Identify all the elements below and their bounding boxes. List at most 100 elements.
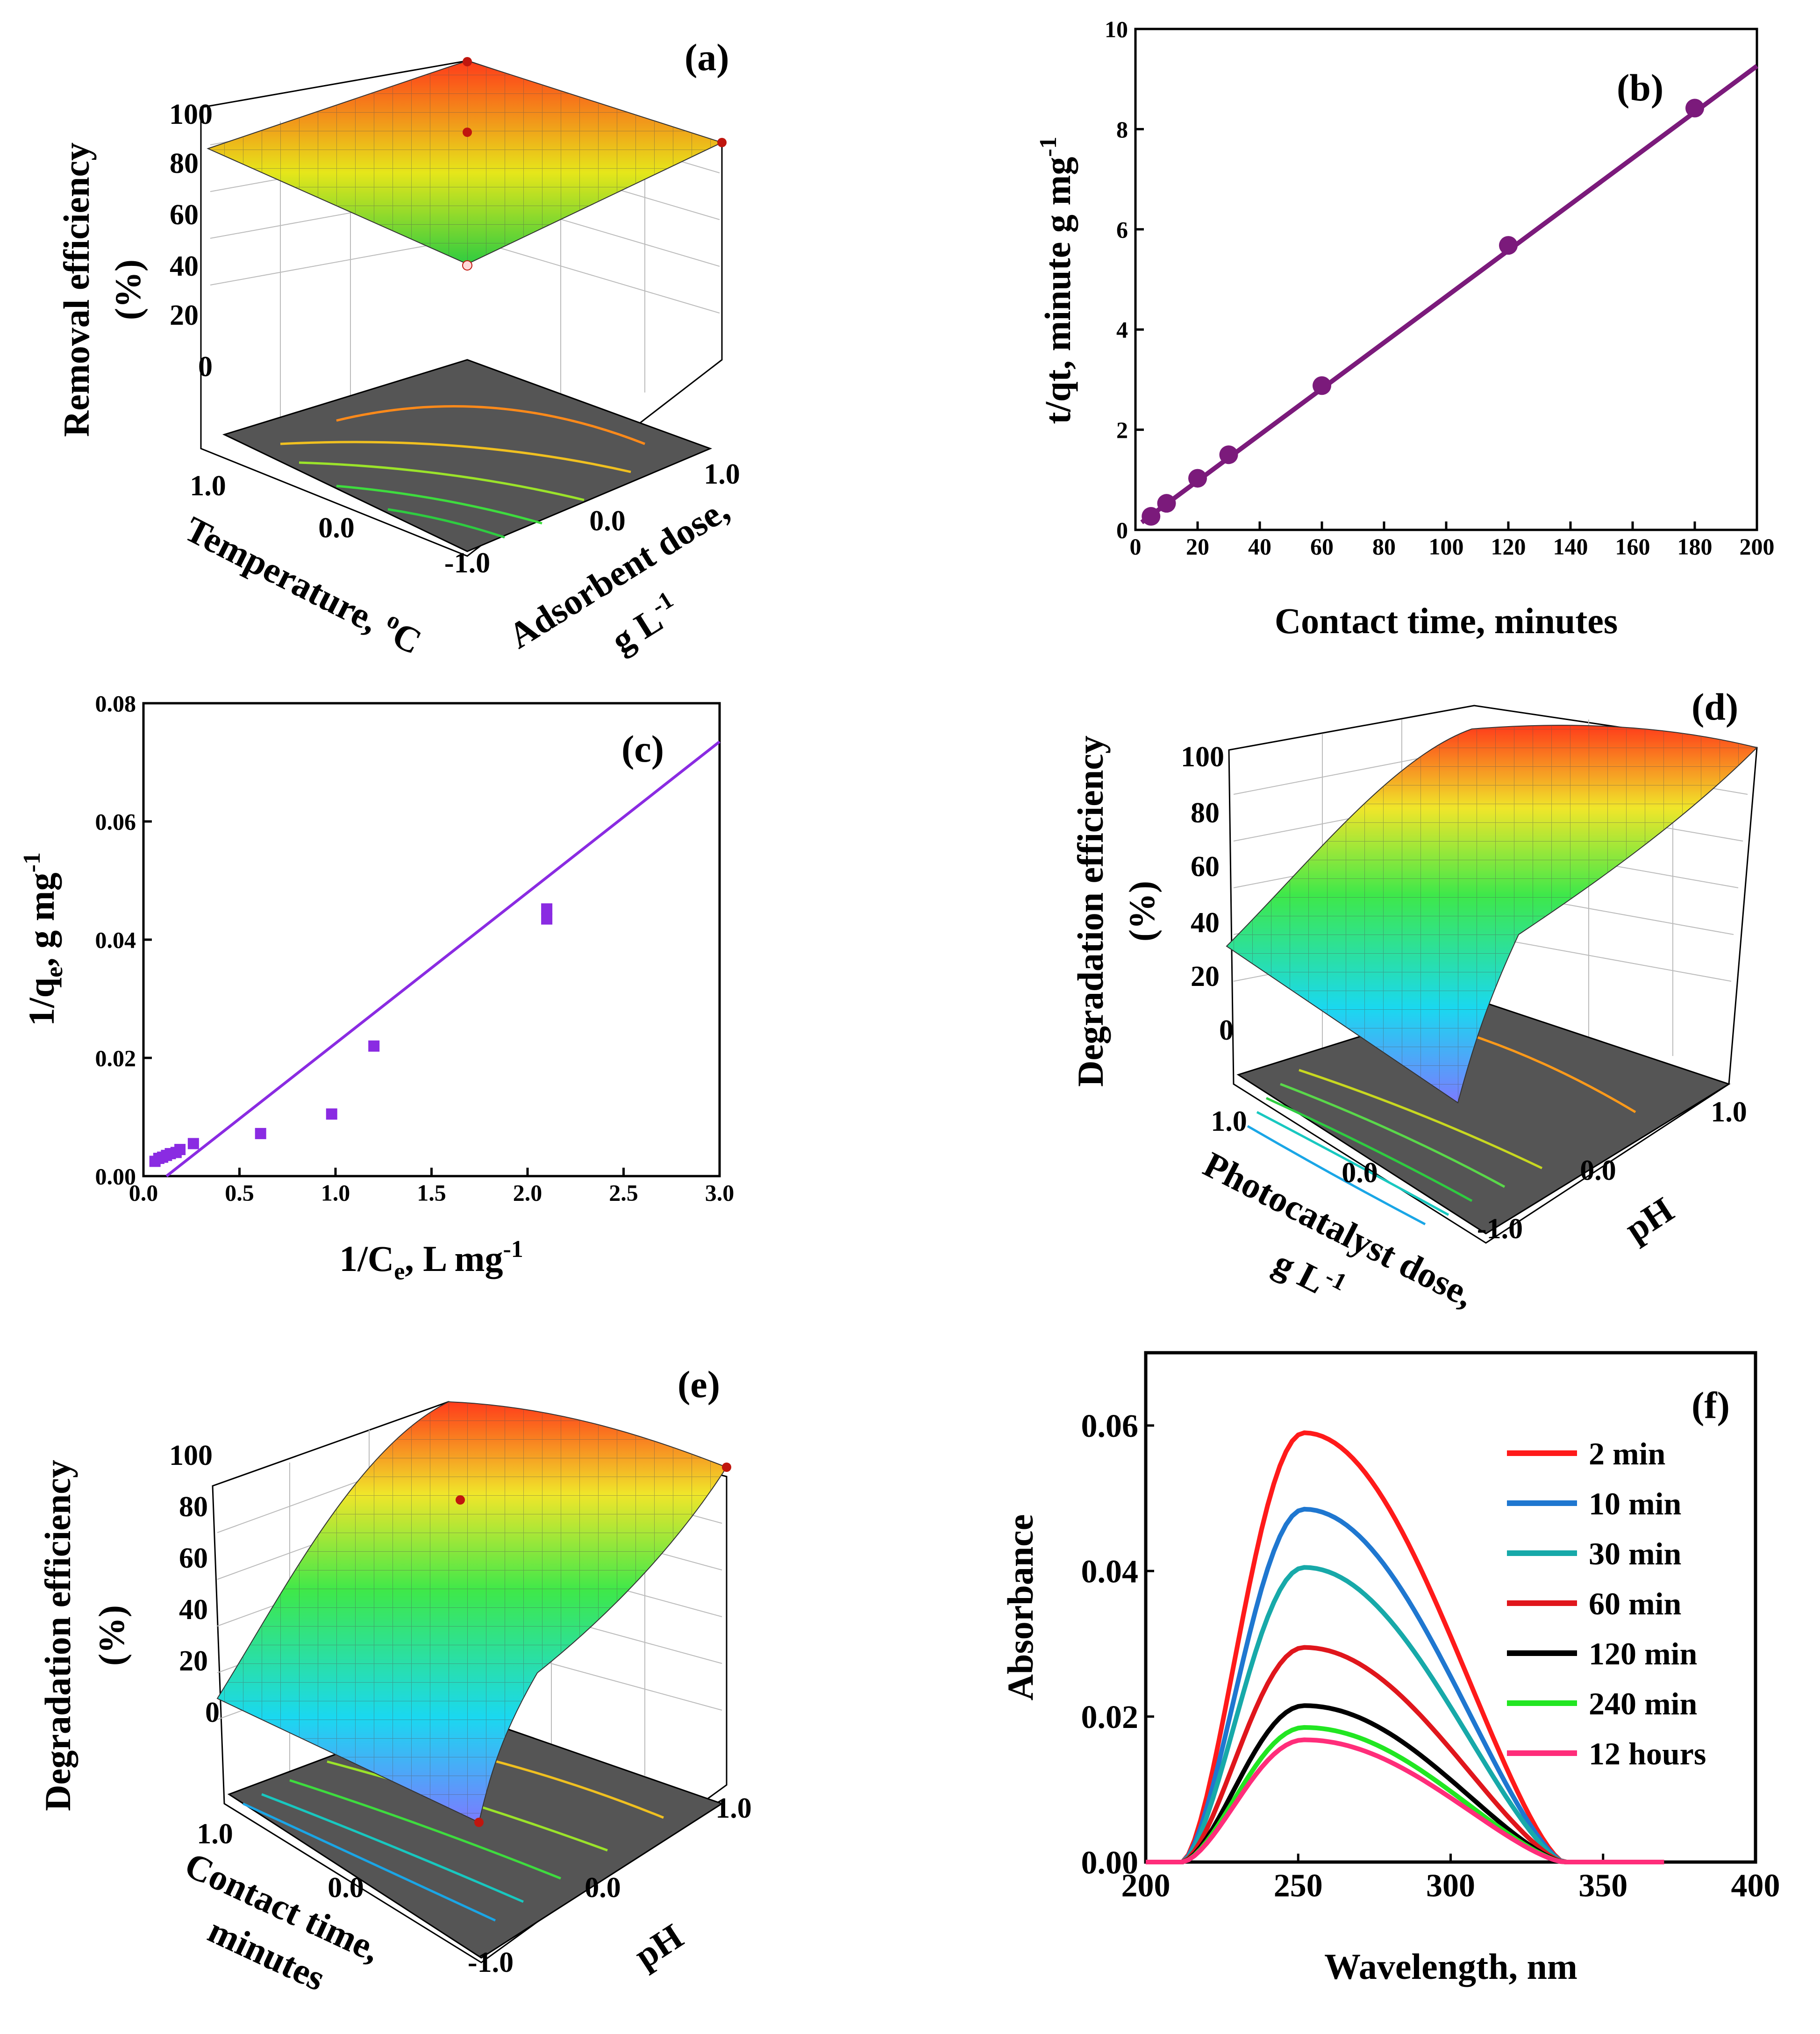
- data-point: [463, 128, 472, 137]
- legend-label: 2 min: [1589, 1436, 1665, 1471]
- panel-label: (d): [1692, 685, 1738, 728]
- z-axis-label: Degradation efficiency: [37, 1460, 78, 1811]
- panel-e: 100 80 60 40 20 0 Degradation efficiency…: [37, 1363, 752, 1998]
- z-axis-label-unit: (%): [107, 259, 148, 320]
- panel-a: 100 80 60 40 20 0 Removal efficiency (%)…: [56, 36, 740, 662]
- y-axis-label: pH: [1618, 1189, 1681, 1250]
- data-point: [368, 1040, 380, 1052]
- x-tick-label: 20: [1186, 534, 1209, 560]
- data-point: [462, 260, 472, 271]
- c-points: [149, 903, 553, 1167]
- panel-label: (a): [685, 36, 729, 79]
- series-line: [1146, 1737, 1664, 1864]
- data-point: [722, 1463, 731, 1472]
- data-point: [1188, 469, 1207, 488]
- x-tick-label: 200: [1740, 534, 1775, 560]
- y-tick-label: 0.06: [95, 809, 136, 835]
- y-tick-label: 6: [1116, 216, 1128, 243]
- y-tick-label: 0.06: [1081, 1408, 1139, 1444]
- panel-c: 0.0 0.5 1.0 1.5 2.0 2.5 3.0 0.00 0.02 0.04 0.06 0.0…: [19, 691, 734, 1285]
- z-axis-label-unit: (%): [91, 1605, 132, 1666]
- z-tick: 20: [1191, 961, 1220, 992]
- y-tick-label: 0.00: [95, 1163, 136, 1190]
- y-axis-label: t/qt, minute g mg-1: [1035, 136, 1078, 424]
- data-point: [187, 1138, 199, 1149]
- f-lines: [1146, 1430, 1664, 1864]
- z-tick: 20: [179, 1645, 208, 1677]
- x-tick-label: 60: [1310, 534, 1334, 560]
- z-tick: 80: [1191, 797, 1220, 829]
- z-tick: 40: [179, 1594, 208, 1626]
- plot-frame-c: [142, 702, 721, 1178]
- z-tick: 80: [179, 1491, 208, 1523]
- x-axis-label: 1/Ce, L mg-1: [339, 1236, 523, 1285]
- y-tick-label: 4: [1116, 317, 1128, 343]
- x-tick-label: 1.5: [417, 1180, 446, 1206]
- data-point: [1499, 236, 1518, 255]
- data-point: [463, 57, 472, 66]
- legend: 2 min 10 min 30 min 60 min 120 min 240 min 12 …: [1507, 1436, 1706, 1771]
- x-tick: 0.0: [328, 1872, 364, 1904]
- series-line: [1146, 1430, 1664, 1864]
- legend-label: 10 min: [1589, 1486, 1681, 1521]
- f-ticks: 200 250 300 350 400 0.00 0.02 0.04 0.06: [1081, 1408, 1780, 1904]
- x-tick: -1.0: [468, 1947, 514, 1978]
- z-tick: 100: [169, 99, 213, 130]
- x-tick-label: 350: [1578, 1868, 1627, 1904]
- y-tick-label: 0.02: [95, 1045, 136, 1071]
- data-point: [174, 1144, 186, 1156]
- x-tick: 0.0: [1342, 1157, 1378, 1189]
- data-point: [1219, 445, 1238, 464]
- data-point: [1313, 376, 1331, 395]
- y-tick-label: 2: [1116, 417, 1128, 443]
- z-tick: 0: [1219, 1014, 1234, 1046]
- panel-b: 0 20 40 60 80 100 120 140 160 180 200 0 2 4 6 8 10 Conta…: [1035, 16, 1775, 642]
- x-tick-label: 3.0: [705, 1180, 735, 1206]
- x-tick-label: 120: [1491, 534, 1526, 560]
- data-point: [474, 1818, 484, 1827]
- floor-a: [222, 359, 713, 552]
- z-tick: 60: [170, 199, 199, 231]
- x-axis-label: Contact time, minutes: [1275, 600, 1618, 641]
- legend-label: 120 min: [1589, 1636, 1697, 1671]
- fit-line: [165, 740, 721, 1178]
- z-tick: 40: [1191, 907, 1220, 939]
- y-tick: -1.0: [444, 547, 490, 579]
- x-tick: -1.0: [1477, 1213, 1523, 1245]
- b-points: [1142, 99, 1704, 526]
- x-tick-label: 0.5: [225, 1180, 254, 1206]
- x-tick-label: 0: [1130, 534, 1142, 560]
- panel-label: (f): [1692, 1384, 1730, 1427]
- y-axis-label: 1/qe, g mg-1: [19, 852, 68, 1026]
- z-tick: 60: [179, 1542, 208, 1574]
- x-tick-label: 1.0: [321, 1180, 350, 1206]
- z-tick: 60: [1191, 851, 1220, 883]
- panel-label: (b): [1617, 66, 1663, 109]
- data-point: [541, 903, 553, 915]
- z-tick: 20: [170, 300, 199, 331]
- y-tick: 0.0: [585, 1872, 621, 1904]
- x-tick: 1.0: [190, 470, 226, 502]
- legend-label: 30 min: [1589, 1536, 1681, 1571]
- z-tick: 100: [1181, 741, 1224, 773]
- x-tick-label: 2.5: [609, 1180, 638, 1206]
- x-axis-label: Temperature, oC: [178, 506, 429, 662]
- b-fit: [1140, 64, 1758, 524]
- data-point: [326, 1108, 337, 1120]
- z-axis-label-unit: (%): [1121, 881, 1162, 942]
- x-tick-label: 2.0: [513, 1180, 542, 1206]
- x-tick-label: 400: [1731, 1868, 1780, 1904]
- panel-label: (c): [621, 728, 664, 770]
- data-point: [456, 1495, 465, 1505]
- y-tick: 0.0: [1580, 1155, 1616, 1186]
- data-point: [541, 913, 553, 925]
- y-tick: 1.0: [704, 458, 740, 490]
- x-tick-label: 160: [1615, 534, 1650, 560]
- legend-label: 60 min: [1589, 1586, 1681, 1621]
- panel-d: 100 80 60 40 20 0 Degradation efficiency…: [1070, 685, 1758, 1315]
- z-tick: 0: [198, 351, 213, 383]
- panel-f: 200 250 300 350 400 0.00 0.02 0.04 0.06 2 min 10 …: [1000, 1351, 1780, 1987]
- y-tick-label: 0.04: [1081, 1554, 1139, 1590]
- x-tick-label: 250: [1274, 1868, 1323, 1904]
